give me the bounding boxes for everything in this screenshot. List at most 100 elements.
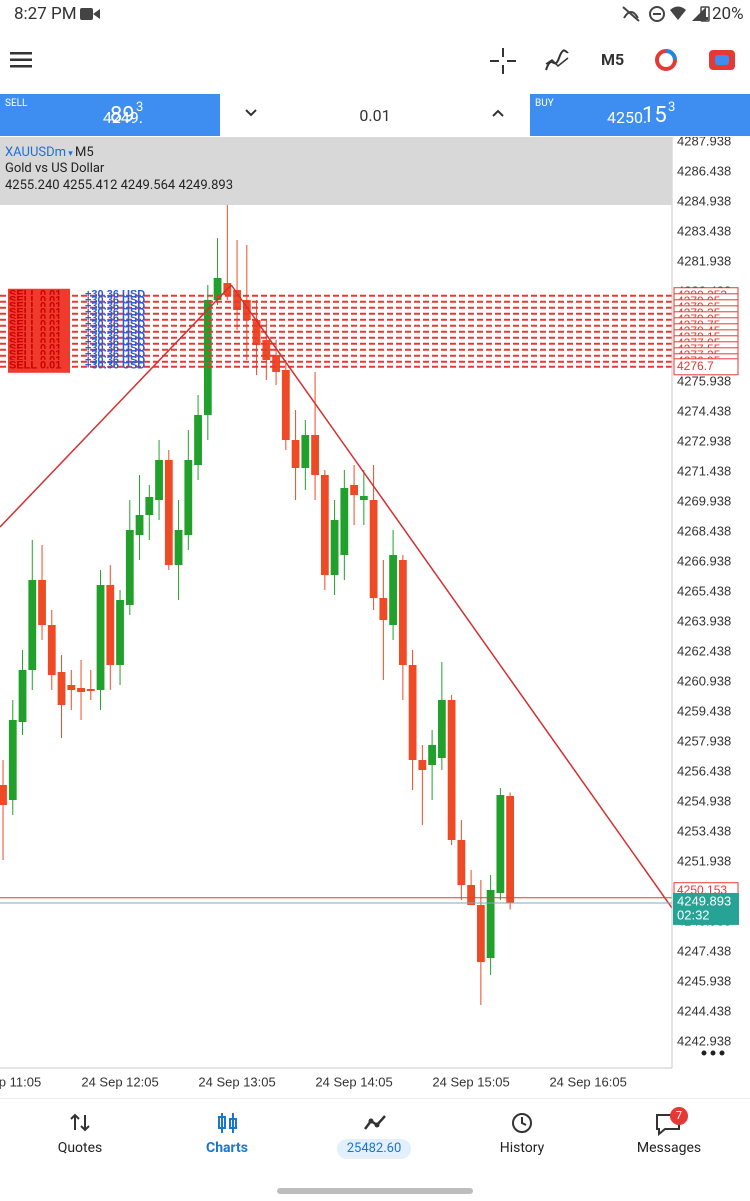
menu-button[interactable] xyxy=(10,50,34,70)
history-icon[interactable] xyxy=(510,1111,534,1135)
y-tick-label: 4272.938 xyxy=(677,433,731,448)
candle-body xyxy=(145,497,154,515)
candle-body xyxy=(272,355,280,372)
charts-icon[interactable] xyxy=(216,1112,240,1134)
volume-down[interactable] xyxy=(244,108,258,118)
candle-body xyxy=(301,435,310,468)
candle-body xyxy=(389,555,397,625)
ohlc-low: 4249.564 xyxy=(120,178,176,193)
y-tick-label: 4257.938 xyxy=(677,733,731,748)
volume-up[interactable] xyxy=(491,108,505,118)
candle-body xyxy=(233,290,241,310)
candle-body xyxy=(447,700,456,840)
candle-body xyxy=(203,300,212,415)
y-tick-label: 4274.438 xyxy=(677,403,731,418)
objects-button[interactable] xyxy=(654,48,678,72)
order-price-box xyxy=(673,358,739,376)
bid-price-box xyxy=(673,892,739,925)
y-tick-label: 4268.438 xyxy=(677,523,731,538)
candle-body xyxy=(457,840,466,885)
candle-body xyxy=(359,496,368,500)
y-tick-label: 4275.938 xyxy=(677,373,731,388)
quotes-icon[interactable] xyxy=(69,1113,91,1133)
candle-body xyxy=(311,435,319,475)
nav-charts[interactable]: Charts xyxy=(206,1140,248,1156)
chart: 4287.938 4286.438 4284.938 4283.438 4281.938… xyxy=(0,137,739,1089)
sell-button[interactable]: SELL 4249. 89 3 xyxy=(0,94,220,136)
order-profit: +30.36 USD xyxy=(85,301,145,313)
order-profit: +30.36 USD xyxy=(85,289,145,301)
chart-header: XAUUSDm ▾ M5 Gold vs US Dollar 4255.240 … xyxy=(0,137,672,205)
y-tick-label: 4287.938 xyxy=(677,137,731,148)
candle-body xyxy=(408,665,417,760)
symbol: XAUUSDm xyxy=(5,145,67,160)
candle-body xyxy=(77,688,85,692)
candle-body xyxy=(379,598,388,620)
candle-body xyxy=(28,580,37,670)
order-profit: +30.36 USD xyxy=(85,360,145,372)
sell-price-main: 4249. xyxy=(102,108,143,127)
home-indicator xyxy=(277,1188,473,1194)
nav-messages[interactable]: Messages xyxy=(636,1140,702,1156)
candle-body xyxy=(369,500,378,598)
candle-body xyxy=(155,460,163,500)
candle-body xyxy=(330,520,339,575)
order-profit: +30.36 USD xyxy=(85,325,145,337)
y-tick-label: 4263.938 xyxy=(677,613,731,628)
candle-body xyxy=(8,720,17,800)
candle-body xyxy=(164,460,173,565)
x-tick-label: 24 Sep 12:05 xyxy=(81,1074,158,1089)
y-tick-label: 4269.938 xyxy=(677,493,731,508)
candle-body xyxy=(291,440,300,468)
candle-body xyxy=(476,905,485,962)
y-tick-label: 4286.438 xyxy=(677,163,731,178)
bid-price: 4249.893 xyxy=(677,893,731,908)
x-tick-label: 24 Sep 13:05 xyxy=(198,1074,275,1089)
buy-button[interactable]: BUY 4250. 15 3 xyxy=(530,94,750,136)
y-tick-label: 4254.938 xyxy=(677,793,731,808)
candle-body xyxy=(106,585,115,665)
volume[interactable]: 0.01 xyxy=(359,106,391,125)
y-tick-label: 4265.438 xyxy=(677,583,731,598)
indicators-button[interactable] xyxy=(544,48,570,74)
order-profit: +30.36 USD xyxy=(85,337,145,349)
y-tick-label: 4281.938 xyxy=(677,253,731,268)
ohlc-line: 4255.240 4255.412 4249.564 4249.893 xyxy=(5,178,233,194)
chart-timeframe: M5 xyxy=(75,145,94,160)
trade-icon[interactable] xyxy=(363,1113,387,1133)
order-profit: +30.36 USD xyxy=(85,343,145,355)
candle-body xyxy=(340,488,349,555)
nav-quotes[interactable]: Quotes xyxy=(57,1140,103,1156)
y-tick-label: 4251.938 xyxy=(677,853,731,868)
candle-body xyxy=(320,475,329,575)
y-tick-label: 4256.438 xyxy=(677,763,731,778)
buy-price-big: 15 xyxy=(642,103,667,128)
timeframe-button[interactable]: M5 xyxy=(601,50,625,69)
candle-body xyxy=(350,485,358,495)
candle-body xyxy=(281,370,290,440)
x-tick-label: 24 Sep 11:05 xyxy=(0,1074,41,1089)
y-tick-label: 4247.438 xyxy=(677,943,731,958)
candle-body xyxy=(486,890,495,958)
buy-label: BUY xyxy=(535,98,554,109)
candle-body xyxy=(0,785,7,805)
candle-body xyxy=(57,672,66,705)
nav-history[interactable]: History xyxy=(499,1140,545,1156)
symbol-description: Gold vs US Dollar xyxy=(5,161,105,176)
order-label: SELL 0.01 xyxy=(9,360,61,372)
status-time: 8:27 PM xyxy=(14,4,77,24)
nav-balance[interactable]: 25482.60 xyxy=(337,1139,411,1159)
trade-button[interactable] xyxy=(709,50,735,70)
x-tick-label: 24 Sep 15:05 xyxy=(432,1074,509,1089)
candle-body xyxy=(398,560,407,665)
candle-body xyxy=(38,580,46,625)
crosshair-button[interactable] xyxy=(490,48,516,74)
x-tick-label: 24 Sep 16:05 xyxy=(549,1074,626,1089)
y-tick-label: 4266.938 xyxy=(677,553,731,568)
more-button[interactable] xyxy=(700,1049,726,1057)
order-profit: +30.36 USD xyxy=(85,349,145,361)
candle-body xyxy=(428,745,437,765)
trendline xyxy=(230,284,673,909)
order-profit: +30.36 USD xyxy=(85,313,145,325)
